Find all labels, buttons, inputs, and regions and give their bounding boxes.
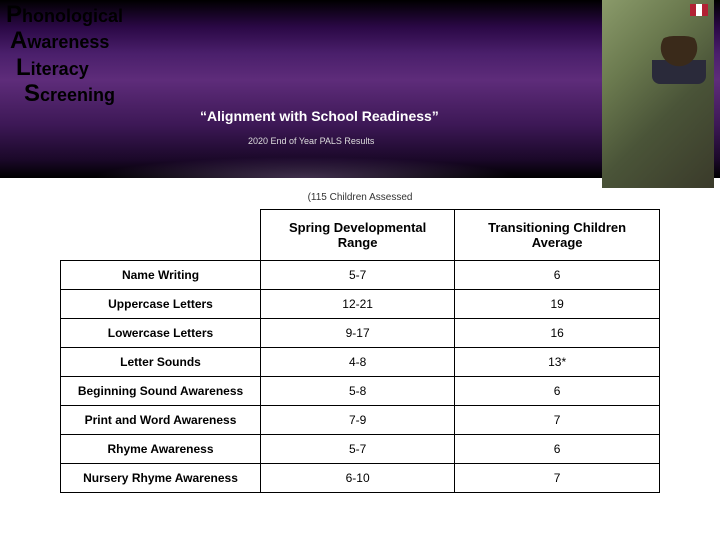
- title-word-3: Screening: [6, 81, 123, 107]
- table-cell: 5-8: [261, 377, 455, 406]
- title-word-1: Awareness: [6, 28, 123, 54]
- table-cell: Lowercase Letters: [61, 319, 261, 348]
- table-cell: 4-8: [261, 348, 455, 377]
- table-cell: 13*: [455, 348, 660, 377]
- table-cell: 7-9: [261, 406, 455, 435]
- table-row: Name Writing5-76: [61, 261, 660, 290]
- title-rest-1: wareness: [27, 32, 109, 52]
- table-row: Nursery Rhyme Awareness6-107: [61, 464, 660, 493]
- table-row: Beginning Sound Awareness5-86: [61, 377, 660, 406]
- table-cell: 7: [455, 406, 660, 435]
- title-big-3: S: [24, 80, 40, 107]
- table-cell: 12-21: [261, 290, 455, 319]
- title-rest-0: honological: [22, 6, 123, 26]
- header-banner: Phonological Awareness Literacy Screenin…: [0, 0, 720, 178]
- title-word-2: Literacy: [6, 55, 123, 81]
- table-cell: 6-10: [261, 464, 455, 493]
- table-row: Print and Word Awareness7-97: [61, 406, 660, 435]
- title-word-0: Phonological: [6, 2, 123, 28]
- header-photo: [602, 0, 714, 188]
- table-cell: 6: [455, 261, 660, 290]
- title-rest-3: creening: [40, 85, 115, 105]
- caption: (115 Children Assessed: [0, 192, 720, 203]
- title-rest-2: iteracy: [31, 59, 89, 79]
- title-big-1: A: [10, 27, 27, 54]
- table-row: Uppercase Letters12-2119: [61, 290, 660, 319]
- table-cell: Beginning Sound Awareness: [61, 377, 261, 406]
- subline: 2020 End of Year PALS Results: [248, 136, 374, 146]
- table-cell: Letter Sounds: [61, 348, 261, 377]
- page-title: Phonological Awareness Literacy Screenin…: [6, 2, 123, 108]
- col-header-0: [61, 210, 261, 261]
- table-cell: Nursery Rhyme Awareness: [61, 464, 261, 493]
- col-header-2: Transitioning Children Average: [455, 210, 660, 261]
- table-cell: Uppercase Letters: [61, 290, 261, 319]
- table-row: Letter Sounds4-813*: [61, 348, 660, 377]
- table-body: Name Writing5-76Uppercase Letters12-2119…: [61, 261, 660, 493]
- title-big-2: L: [16, 54, 31, 81]
- table-cell: Print and Word Awareness: [61, 406, 261, 435]
- table-cell: Name Writing: [61, 261, 261, 290]
- table-cell: Rhyme Awareness: [61, 435, 261, 464]
- table-cell: 5-7: [261, 435, 455, 464]
- table-cell: 16: [455, 319, 660, 348]
- table-cell: 19: [455, 290, 660, 319]
- table-header-row: Spring Developmental Range Transitioning…: [61, 210, 660, 261]
- table-cell: 6: [455, 377, 660, 406]
- table-cell: 5-7: [261, 261, 455, 290]
- subtitle: “Alignment with School Readiness”: [200, 108, 439, 124]
- table-cell: 7: [455, 464, 660, 493]
- table-cell: 6: [455, 435, 660, 464]
- table-row: Rhyme Awareness5-76: [61, 435, 660, 464]
- table-cell: 9-17: [261, 319, 455, 348]
- results-table: Spring Developmental Range Transitioning…: [60, 209, 660, 493]
- title-big-0: P: [6, 1, 22, 28]
- col-header-1: Spring Developmental Range: [261, 210, 455, 261]
- table-row: Lowercase Letters9-1716: [61, 319, 660, 348]
